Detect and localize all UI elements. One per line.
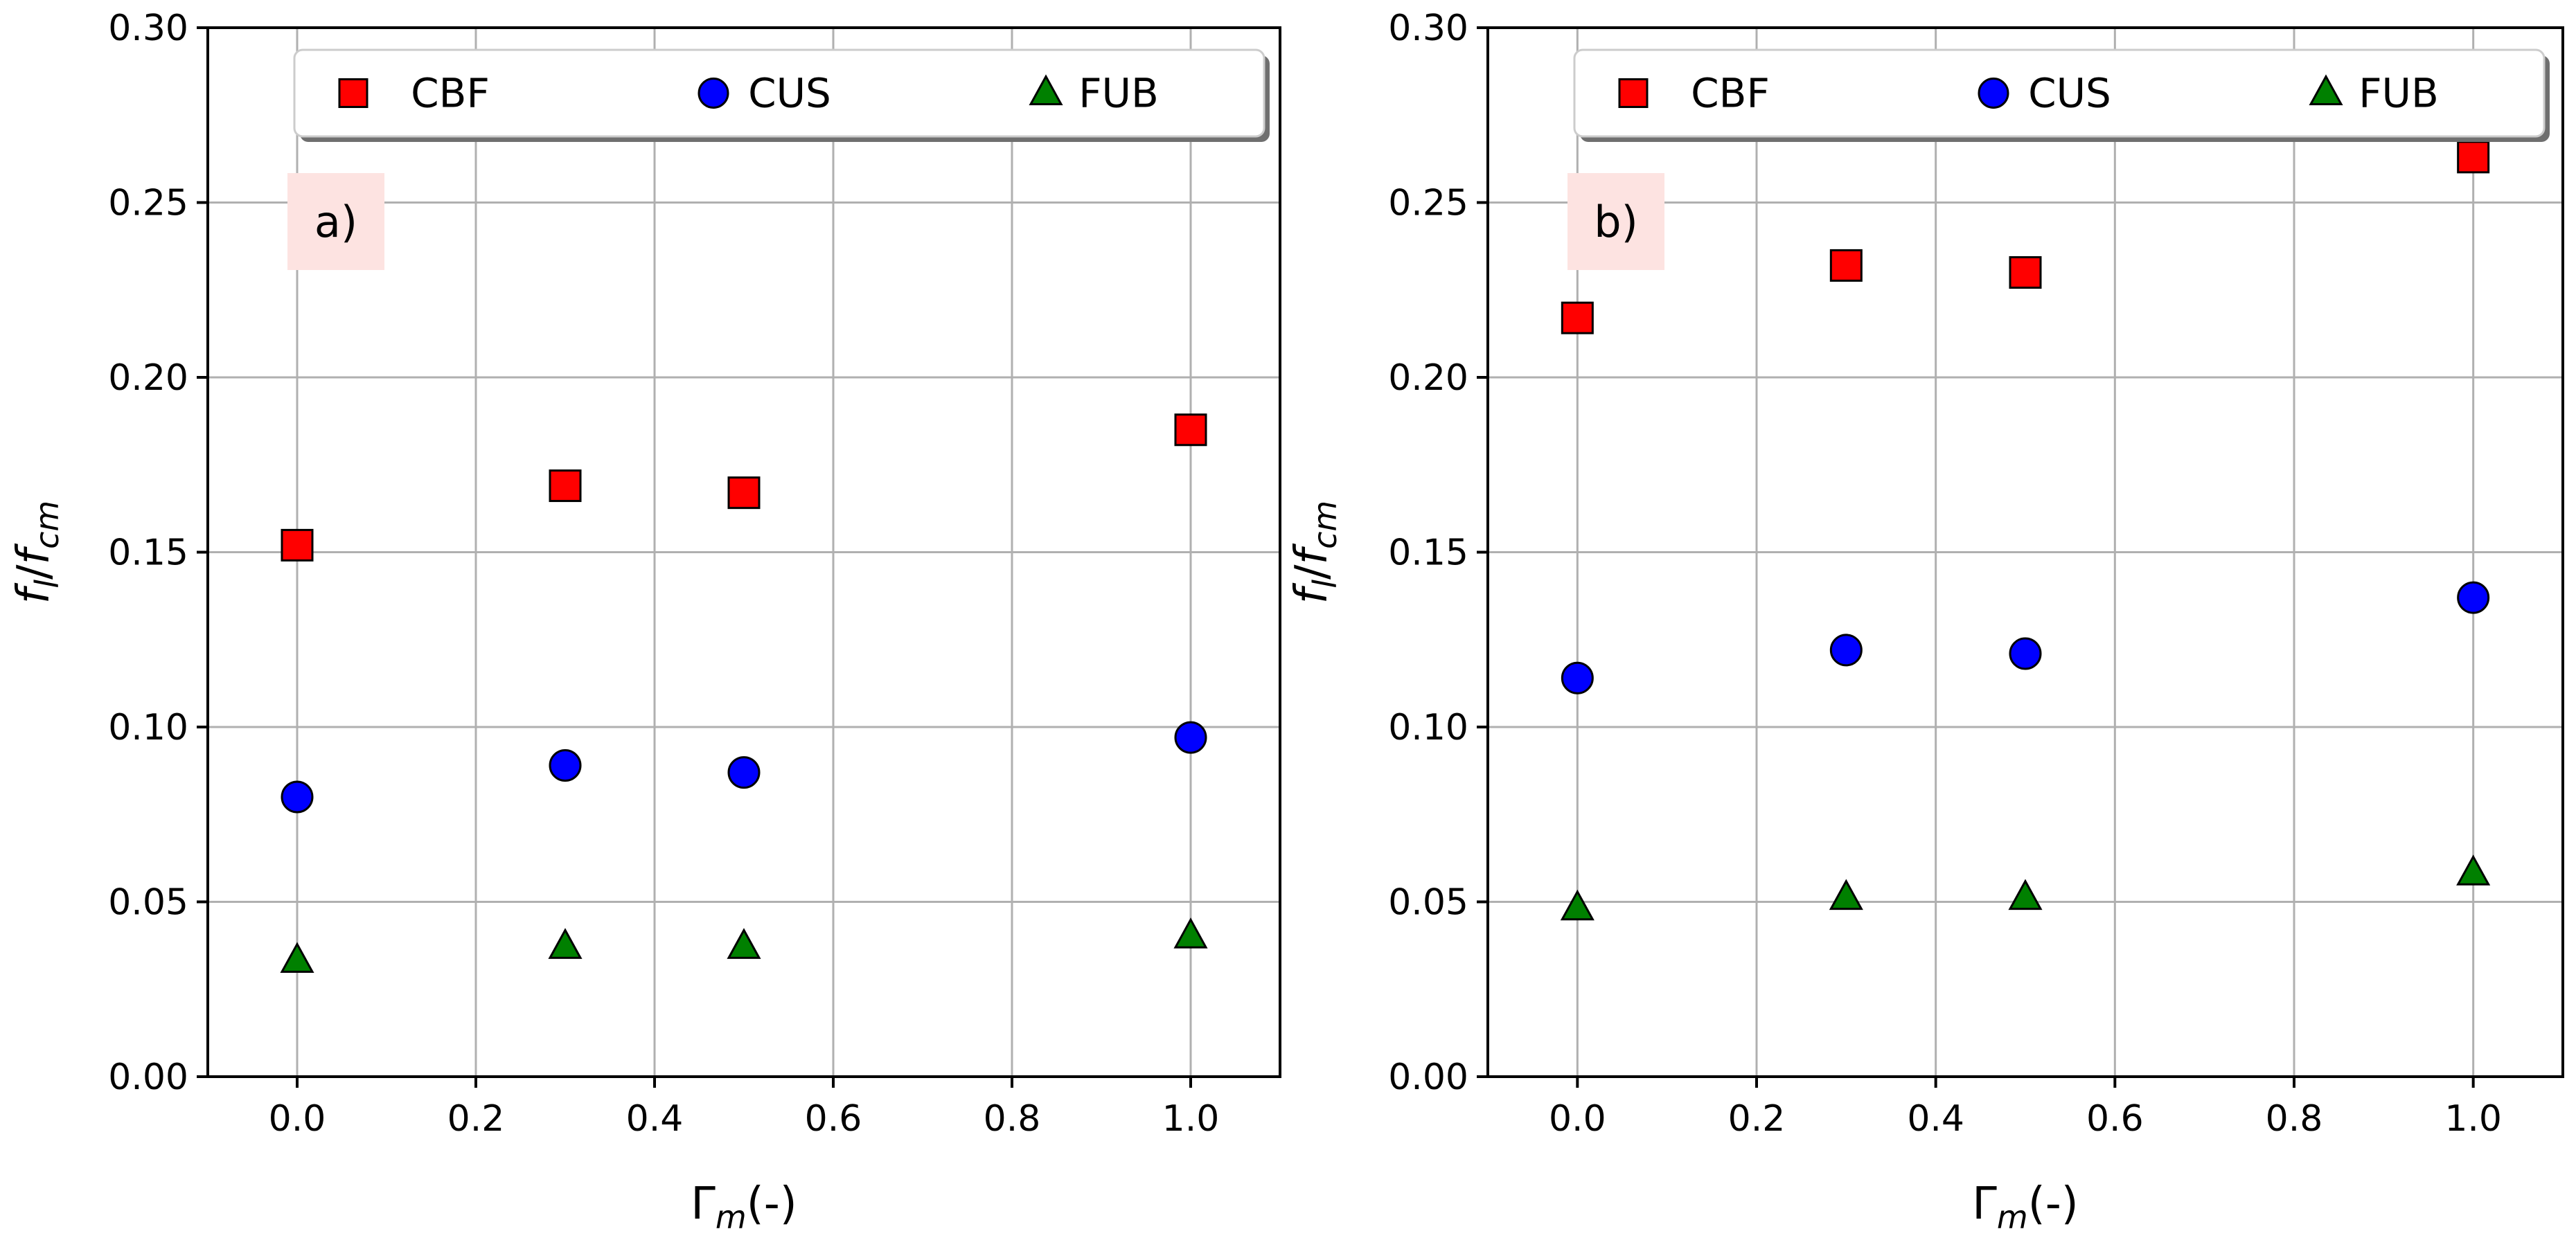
y-axis-title: fl/fcm <box>8 501 66 604</box>
data-point-cus <box>1561 661 1594 694</box>
legend-marker-fub <box>1029 74 1063 105</box>
data-point-cus <box>2457 581 2490 614</box>
x-tick-label: 0.2 <box>1728 1098 1786 1140</box>
legend-label-fub: FUB <box>2359 70 2439 117</box>
data-point-cus <box>1829 634 1863 667</box>
x-tick-label: 0.0 <box>1549 1098 1606 1140</box>
panel-label-bg <box>287 173 384 270</box>
chart-panel-a: 0.0 0.2 0.4 0.6 0.8 1.0 0.00 0.05 0.10 0.15 0.20 0.… <box>8 8 1281 1236</box>
y-tick-label: 0.25 <box>108 183 188 224</box>
legend-box <box>1573 48 2546 138</box>
data-point-cus <box>281 780 314 814</box>
y-tick-label: 0.20 <box>1388 357 1468 399</box>
legend-label-fub: FUB <box>1078 70 1159 117</box>
y-tick-label: 0.05 <box>1388 882 1468 924</box>
legend-marker-fub <box>2309 74 2343 105</box>
y-tick-label: 0.15 <box>108 532 188 574</box>
legend-label-cbf: CBF <box>411 70 490 117</box>
data-point-fub <box>1173 917 1208 949</box>
legend: CBF CUS FUB <box>293 48 1270 142</box>
y-tick-label: 0.10 <box>108 707 188 748</box>
y-tick-label: 0.25 <box>1388 183 1468 224</box>
data-point-fub <box>727 928 761 959</box>
data-point-cus <box>549 749 582 782</box>
axes-frame <box>206 26 1281 1078</box>
data-point-fub <box>1560 889 1595 921</box>
x-axis-title: Γm(-) <box>691 1178 797 1236</box>
data-point-cbf <box>727 476 761 510</box>
data-point-cbf <box>1174 413 1207 447</box>
x-tick-label: 0.8 <box>984 1098 1041 1140</box>
x-tick-label: 0.0 <box>269 1098 326 1140</box>
y-tick-label: 0.30 <box>1388 8 1468 49</box>
data-point-cus <box>2009 637 2042 670</box>
x-tick-label: 0.4 <box>1907 1098 1964 1140</box>
y-tick-label: 0.00 <box>1388 1057 1468 1098</box>
chart-panel-b: 0.0 0.2 0.4 0.6 0.8 1.0 0.00 0.05 0.10 0.15 0.20 0.… <box>1286 8 2564 1236</box>
legend-label-cbf: CBF <box>1691 70 1770 117</box>
y-tick-label: 0.05 <box>108 882 188 924</box>
data-point-fub <box>280 942 314 974</box>
data-point-cbf <box>1829 249 1863 282</box>
x-tick-label: 1.0 <box>2444 1098 2502 1140</box>
panel-label: a) <box>314 197 357 247</box>
y-tick-label: 0.10 <box>1388 707 1468 748</box>
data-point-fub <box>2008 879 2043 910</box>
legend-label-cus: CUS <box>748 70 831 117</box>
data-point-cus <box>1174 721 1207 754</box>
x-tick-label: 1.0 <box>1162 1098 1220 1140</box>
data-point-cbf <box>281 528 314 562</box>
y-tick-label: 0.00 <box>108 1057 188 1098</box>
x-tick-label: 0.6 <box>2086 1098 2144 1140</box>
axes-frame <box>1486 26 2564 1078</box>
data-point-cbf <box>2457 141 2490 174</box>
legend-label-cus: CUS <box>2028 70 2111 117</box>
data-point-fub <box>548 928 583 959</box>
legend: CBF CUS FUB <box>1573 48 2550 142</box>
x-tick-label: 0.6 <box>805 1098 862 1140</box>
panel-label-bg <box>1567 173 1664 270</box>
data-point-fub <box>2456 854 2491 886</box>
legend-box <box>293 48 1265 138</box>
x-tick-label: 0.4 <box>626 1098 684 1140</box>
legend-marker-cbf <box>338 78 368 108</box>
panel-label: b) <box>1594 197 1638 247</box>
legend-marker-cus <box>1978 78 2009 109</box>
data-point-cbf <box>1561 301 1594 334</box>
legend-marker-cus <box>698 78 729 109</box>
data-point-fub <box>1829 879 1863 910</box>
data-point-cbf <box>2009 256 2042 289</box>
y-axis-title: fl/fcm <box>1286 501 1344 604</box>
x-tick-label: 0.2 <box>447 1098 505 1140</box>
data-point-cus <box>727 756 761 789</box>
legend-marker-cbf <box>1618 78 1649 108</box>
y-tick-label: 0.30 <box>108 8 188 49</box>
x-tick-label: 0.8 <box>2266 1098 2323 1140</box>
y-tick-label: 0.15 <box>1388 532 1468 574</box>
data-point-cbf <box>549 469 582 503</box>
x-axis-title: Γm(-) <box>1972 1178 2079 1236</box>
y-tick-label: 0.20 <box>108 357 188 399</box>
